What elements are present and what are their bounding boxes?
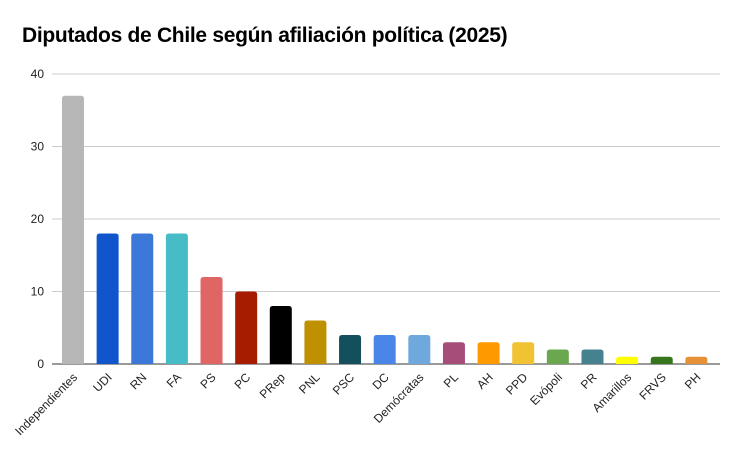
bar-evópoli bbox=[546, 349, 569, 364]
bar-prep bbox=[269, 306, 292, 364]
bar-frvs bbox=[650, 356, 673, 364]
y-tick-label: 0 bbox=[37, 357, 44, 371]
y-tick-label: 10 bbox=[31, 285, 45, 299]
x-tick-label: PS bbox=[197, 370, 218, 391]
x-tick-label: FA bbox=[164, 370, 184, 390]
bar-pl bbox=[442, 342, 465, 364]
bar-pc bbox=[235, 291, 258, 364]
x-tick-label: PL bbox=[441, 370, 462, 391]
x-tick-label: PC bbox=[232, 370, 254, 392]
bar-pnl bbox=[304, 320, 327, 364]
y-axis-ticks: 0 10 20 30 40 bbox=[31, 67, 45, 371]
y-tick-label: 30 bbox=[31, 140, 45, 154]
bar-amarillos bbox=[616, 356, 639, 364]
bar-dc bbox=[373, 335, 396, 364]
chart-title: Diputados de Chile según afiliación polí… bbox=[22, 24, 508, 47]
x-tick-label: Evópoli bbox=[527, 370, 565, 408]
bar-ph bbox=[685, 356, 708, 364]
x-tick-label: AH bbox=[474, 370, 496, 392]
x-tick-label: Independientes bbox=[12, 370, 80, 438]
bar-psc bbox=[339, 335, 362, 364]
x-tick-label: UDI bbox=[90, 370, 115, 395]
x-tick-label: RN bbox=[127, 370, 149, 392]
bar-demócratas bbox=[408, 335, 431, 364]
x-tick-label: PH bbox=[682, 370, 704, 392]
y-tick-label: 20 bbox=[31, 212, 45, 226]
bar-ah bbox=[477, 342, 500, 364]
bar-independientes bbox=[62, 95, 84, 364]
bar-ps bbox=[200, 277, 223, 364]
bar-ppd bbox=[512, 342, 535, 364]
bars bbox=[62, 95, 708, 364]
x-tick-label: FRVS bbox=[636, 370, 668, 402]
x-tick-label: PR bbox=[578, 370, 600, 392]
x-tick-label: DC bbox=[370, 370, 392, 392]
bar-fa bbox=[165, 233, 188, 364]
x-tick-label: PNL bbox=[296, 370, 323, 397]
bar-pr bbox=[581, 349, 604, 364]
x-tick-label: PSC bbox=[330, 370, 358, 398]
bar-rn bbox=[131, 233, 154, 364]
x-tick-label: PPD bbox=[503, 370, 531, 398]
y-tick-label: 40 bbox=[31, 67, 45, 81]
x-tick-label: PRep bbox=[257, 370, 288, 401]
bar-udi bbox=[96, 233, 119, 364]
x-axis-labels: Independientes UDI RN FA PS PC PRep PNL PSC DCDem… bbox=[12, 370, 703, 438]
